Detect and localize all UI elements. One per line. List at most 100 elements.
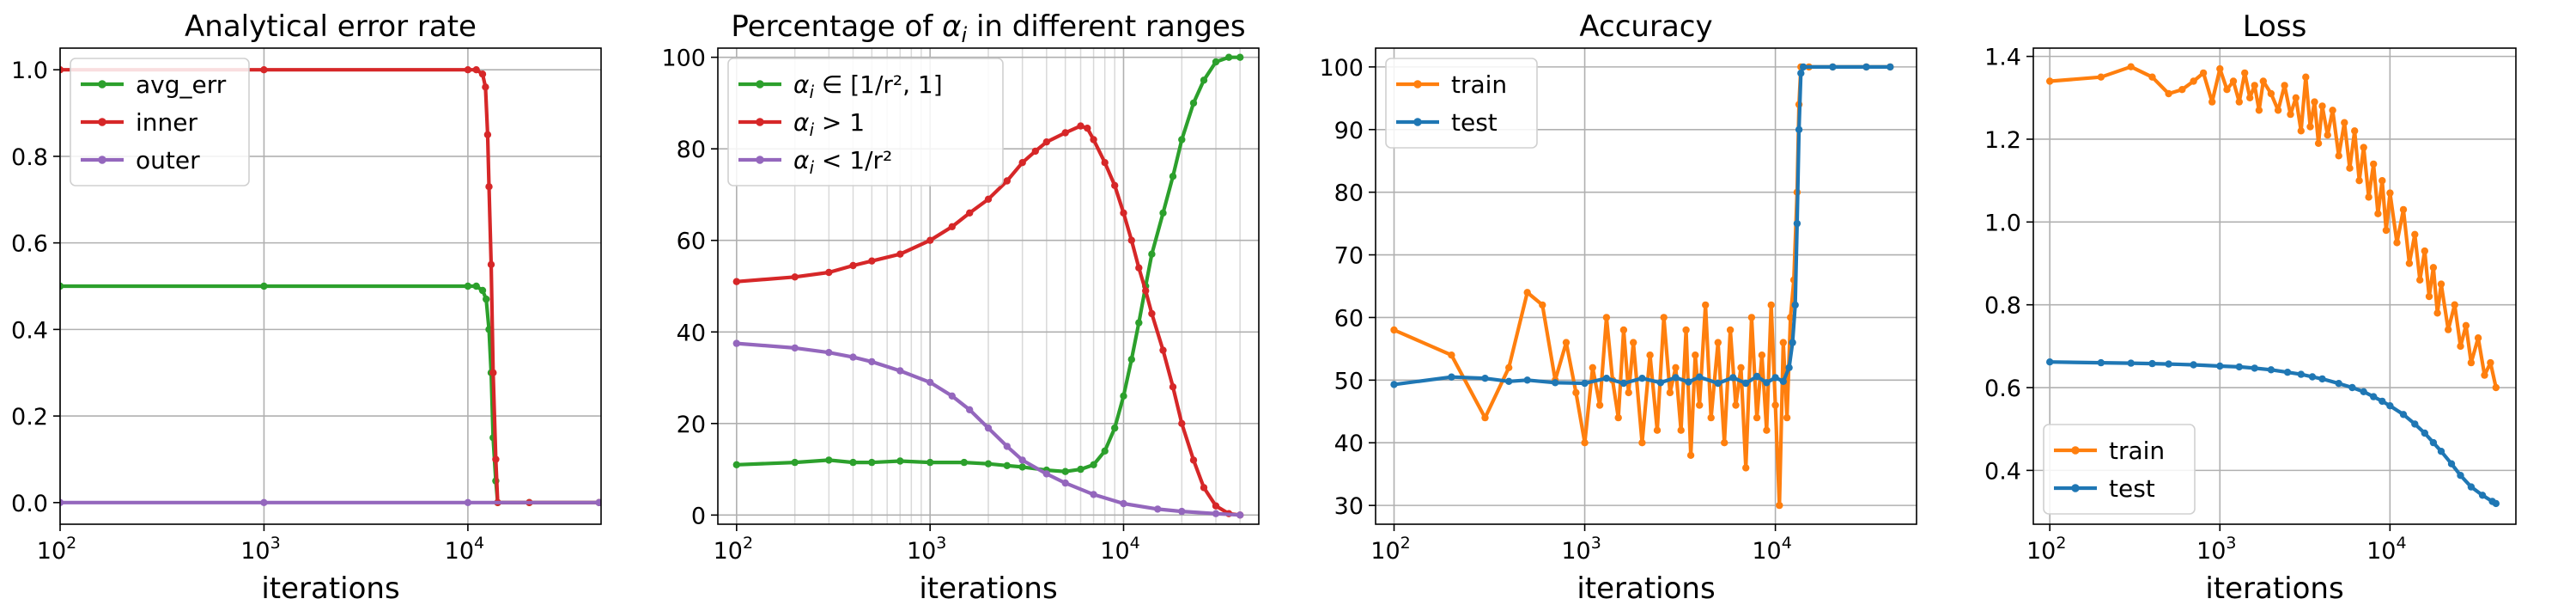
- data-point: [1448, 373, 1455, 381]
- data-point: [1505, 377, 1513, 385]
- data-point: [791, 273, 799, 281]
- data-point: [1862, 63, 1870, 71]
- data-point: [1666, 388, 1674, 397]
- data-point: [1178, 419, 1186, 427]
- data-point: [1707, 413, 1715, 422]
- y-tick-label: 40: [677, 320, 706, 346]
- data-point: [2474, 334, 2482, 342]
- data-point: [984, 195, 993, 203]
- data-point: [2355, 177, 2363, 185]
- legend-marker: [756, 156, 764, 164]
- data-point: [1148, 250, 1156, 258]
- y-tick-label: 1.2: [1984, 127, 2021, 154]
- data-point: [2311, 98, 2318, 106]
- data-point: [2292, 94, 2300, 102]
- data-point: [896, 457, 904, 465]
- data-point: [1003, 443, 1012, 450]
- data-point: [2235, 98, 2243, 106]
- data-point: [1135, 264, 1143, 272]
- data-point: [2429, 264, 2438, 272]
- data-point: [2365, 193, 2372, 201]
- data-point: [1169, 383, 1177, 391]
- data-point: [2097, 358, 2105, 367]
- data-point: [1646, 351, 1654, 359]
- data-point: [2223, 86, 2231, 94]
- data-point: [1619, 379, 1628, 388]
- data-point: [1090, 491, 1097, 498]
- y-tick-label: 0.6: [1984, 376, 2021, 402]
- data-point: [1653, 426, 1662, 434]
- series-line: [2050, 64, 2498, 388]
- legend-marker: [756, 118, 764, 126]
- chart-panel-1: 102 103 104 0.0 0.2 0.4 0.6 0.8 1.0 Analytical er…: [11, 9, 602, 605]
- data-point: [2462, 321, 2470, 329]
- legend-label: inner: [136, 108, 197, 137]
- y-tick-label: 60: [1334, 305, 1364, 332]
- y-tick-label: 90: [1334, 118, 1364, 144]
- data-point: [1692, 351, 1699, 359]
- y-tick-label: 20: [677, 412, 706, 438]
- data-point: [1236, 53, 1244, 61]
- data-point: [1159, 346, 1167, 354]
- data-point: [1200, 76, 1208, 84]
- data-point: [2360, 388, 2367, 395]
- data-point: [595, 498, 601, 506]
- data-point: [1799, 63, 1807, 71]
- data-point: [2251, 364, 2258, 372]
- legend-box: [70, 58, 250, 186]
- legend: train test: [2043, 424, 2196, 515]
- data-point: [2386, 189, 2394, 197]
- data-point: [2335, 152, 2342, 160]
- chart-panel-4: 102 103 104 0.4 0.6 0.8 1.0 1.2 1.4 Loss iteration…: [1984, 9, 2517, 605]
- data-point: [2241, 69, 2249, 77]
- data-point: [260, 498, 268, 506]
- data-point: [60, 498, 64, 506]
- data-point: [492, 455, 500, 463]
- data-point: [2429, 438, 2438, 447]
- data-point: [1581, 379, 1589, 388]
- legend-label: αi < 1/r²: [793, 146, 892, 178]
- data-point: [1797, 70, 1805, 77]
- data-point: [1169, 173, 1177, 180]
- data-point: [960, 458, 969, 467]
- data-point: [2411, 420, 2419, 428]
- data-point: [2405, 260, 2414, 267]
- data-point: [1753, 413, 1761, 422]
- data-point: [1783, 413, 1791, 422]
- data-point: [2148, 73, 2156, 81]
- y-tick-label: 50: [1334, 368, 1364, 394]
- data-point: [483, 131, 492, 138]
- legend-label: αi > 1: [793, 108, 865, 140]
- data-point: [1737, 364, 1745, 371]
- data-point: [1018, 159, 1026, 167]
- data-point: [1758, 351, 1766, 359]
- axes-frame: [2032, 47, 2517, 525]
- series-line: [60, 284, 599, 504]
- data-point: [2425, 292, 2433, 301]
- legend-label: αi ∈ [1/r², 1]: [793, 70, 943, 102]
- data-point: [2445, 326, 2452, 333]
- data-point: [1148, 309, 1156, 318]
- data-point: [2165, 89, 2172, 98]
- data-point: [2308, 373, 2317, 381]
- data-point: [2281, 82, 2288, 89]
- data-point: [1003, 461, 1012, 469]
- data-point: [825, 268, 833, 277]
- data-point: [1686, 451, 1695, 459]
- data-point: [2297, 127, 2305, 135]
- data-point: [2393, 239, 2401, 247]
- data-point: [732, 461, 740, 468]
- data-point: [1101, 159, 1109, 167]
- data-point: [2229, 77, 2238, 85]
- axes-frame: [1375, 47, 1917, 525]
- data-point: [2399, 205, 2408, 214]
- data-point: [60, 282, 64, 290]
- data-point: [1767, 301, 1775, 309]
- data-point: [1581, 439, 1589, 447]
- legend-label: train: [1451, 70, 1507, 99]
- data-point: [1714, 339, 1722, 346]
- data-point: [1660, 314, 1668, 321]
- data-point: [732, 278, 740, 285]
- data-point: [2178, 86, 2186, 94]
